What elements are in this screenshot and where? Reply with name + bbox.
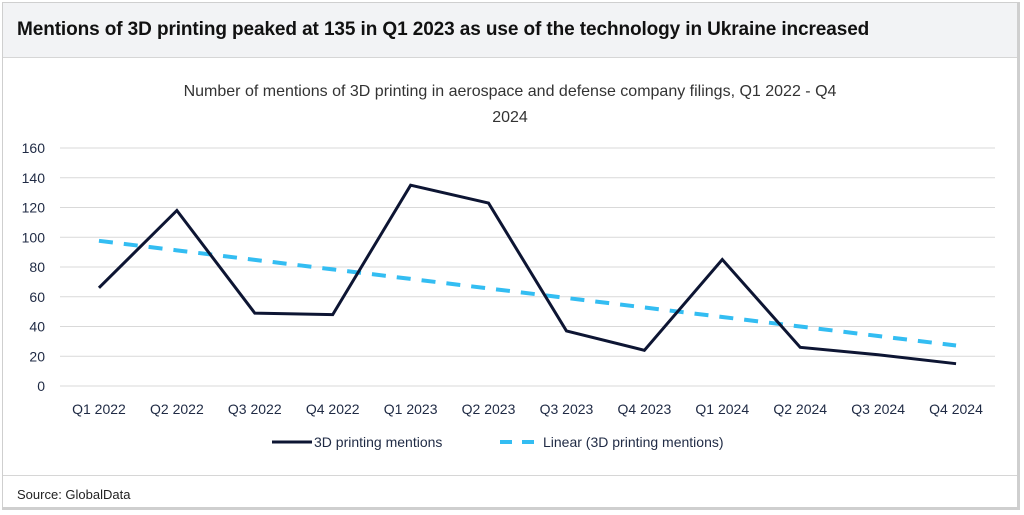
y-tick-label: 120 [22, 200, 46, 216]
y-tick-label: 160 [22, 140, 46, 156]
trend-line [98, 238, 957, 348]
chart-title-line-1: Number of mentions of 3D printing in aer… [184, 83, 837, 100]
line-chart: Number of mentions of 3D printing in aer… [22, 83, 995, 450]
y-tick-label: 0 [37, 378, 45, 394]
legend-label-mentions: 3D printing mentions [314, 434, 442, 450]
x-tick-label: Q1 2022 [72, 401, 126, 417]
mentions-line [97, 183, 957, 366]
headline: Mentions of 3D printing peaked at 135 in… [17, 19, 870, 40]
x-tick-label: Q4 2023 [618, 401, 672, 417]
x-tick-label: Q3 2022 [228, 401, 282, 417]
x-tick-label: Q4 2022 [306, 401, 360, 417]
y-tick-label: 140 [22, 170, 46, 186]
header-bar: Mentions of 3D printing peaked at 135 in… [3, 3, 1017, 58]
legend-label-trend: Linear (3D printing mentions) [543, 434, 724, 450]
chart-title-line-2: 2024 [492, 109, 528, 126]
source-note: Source: GlobalData [17, 487, 131, 502]
y-tick-label: 100 [22, 229, 46, 245]
y-axis: 0 20 40 60 80 100 120 140 160 [22, 140, 46, 394]
x-tick-label: Q2 2023 [462, 401, 516, 417]
y-tick-label: 40 [29, 319, 45, 335]
y-tick-label: 20 [29, 348, 45, 364]
x-tick-label: Q2 2024 [773, 401, 827, 417]
x-tick-label: Q1 2023 [384, 401, 438, 417]
x-tick-label: Q4 2024 [929, 401, 983, 417]
y-tick-label: 80 [29, 259, 45, 275]
x-tick-label: Q1 2024 [695, 401, 749, 417]
gridlines [60, 147, 995, 387]
x-tick-label: Q2 2022 [150, 401, 204, 417]
x-tick-label: Q3 2023 [540, 401, 594, 417]
x-axis: Q1 2022 Q2 2022 Q3 2022 Q4 2022 Q1 2023 Q2 20… [72, 401, 983, 417]
footer-divider [3, 475, 1017, 476]
x-tick-label: Q3 2024 [851, 401, 905, 417]
y-tick-label: 60 [29, 289, 45, 305]
plot-area [97, 183, 957, 366]
legend: 3D printing mentions Linear (3D printing… [272, 434, 724, 450]
